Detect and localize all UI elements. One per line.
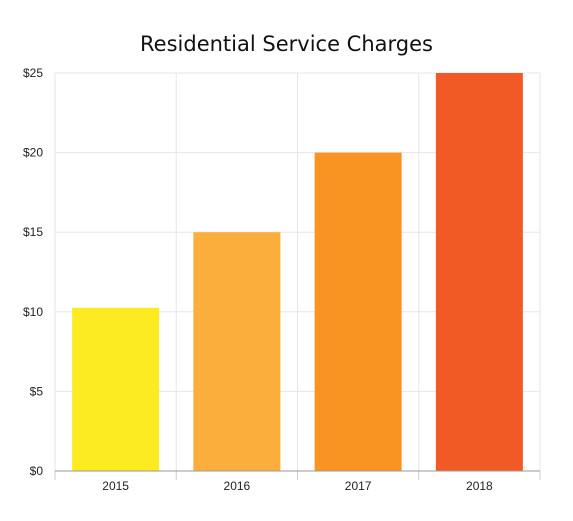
y-tick-label: $15 — [23, 225, 43, 239]
chart-title: Residential Service Charges — [140, 32, 433, 56]
x-tick-label: 2017 — [345, 479, 372, 493]
y-tick-label: $0 — [30, 464, 44, 478]
bar-2017 — [314, 152, 402, 471]
y-tick-label: $25 — [23, 66, 43, 80]
bar-2015 — [72, 307, 160, 471]
bar-2016 — [193, 232, 281, 471]
y-tick-label: $20 — [23, 146, 43, 160]
x-tick-label: 2016 — [224, 479, 251, 493]
bar-2018 — [435, 73, 523, 471]
y-tick-label: $10 — [23, 305, 43, 319]
y-tick-label: $5 — [30, 384, 44, 398]
x-tick-label: 2015 — [102, 479, 129, 493]
x-tick-label: 2018 — [466, 479, 493, 493]
